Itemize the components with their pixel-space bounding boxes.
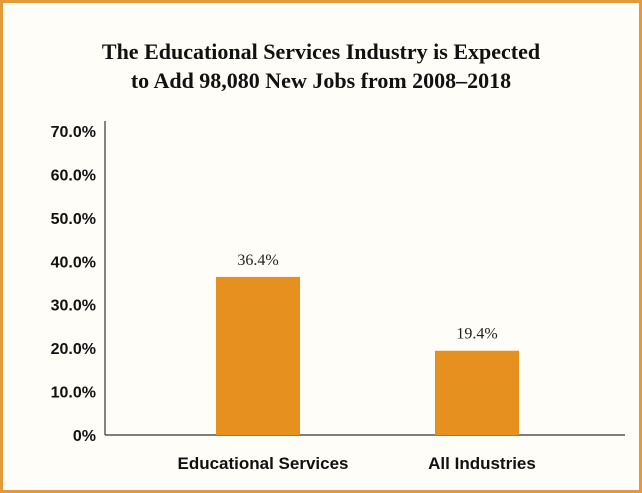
x-tick-label: All Industries bbox=[428, 454, 536, 473]
y-tick-label: 0% bbox=[73, 428, 96, 445]
y-tick-label: 30.0% bbox=[51, 298, 96, 315]
bars bbox=[216, 276, 519, 435]
bar bbox=[435, 350, 519, 435]
x-tick-label: Educational Services bbox=[177, 454, 348, 473]
data-label: 36.4% bbox=[237, 252, 278, 269]
data-labels: 36.4% 19.4% bbox=[237, 252, 497, 343]
y-tick-labels: 0% 10.0% 20.0% 30.0% 40.0% 50.0% 60.0% 70.0% bbox=[51, 124, 96, 445]
y-tick-label: 50.0% bbox=[51, 211, 96, 228]
y-tick-label: 60.0% bbox=[51, 167, 96, 184]
chart-title-line-2: to Add 98,080 New Jobs from 2008–2018 bbox=[130, 68, 512, 93]
bar bbox=[216, 276, 300, 435]
chart-title: The Educational Services Industry is Exp… bbox=[3, 37, 639, 95]
x-tick-labels: Educational Services All Industries bbox=[177, 454, 535, 473]
y-tick-label: 70.0% bbox=[51, 124, 96, 141]
y-tick-label: 40.0% bbox=[51, 254, 96, 271]
data-label: 19.4% bbox=[456, 326, 497, 343]
chart-title-line-1: The Educational Services Industry is Exp… bbox=[101, 39, 541, 64]
y-tick-label: 10.0% bbox=[51, 385, 96, 402]
y-tick-label: 20.0% bbox=[51, 341, 96, 358]
